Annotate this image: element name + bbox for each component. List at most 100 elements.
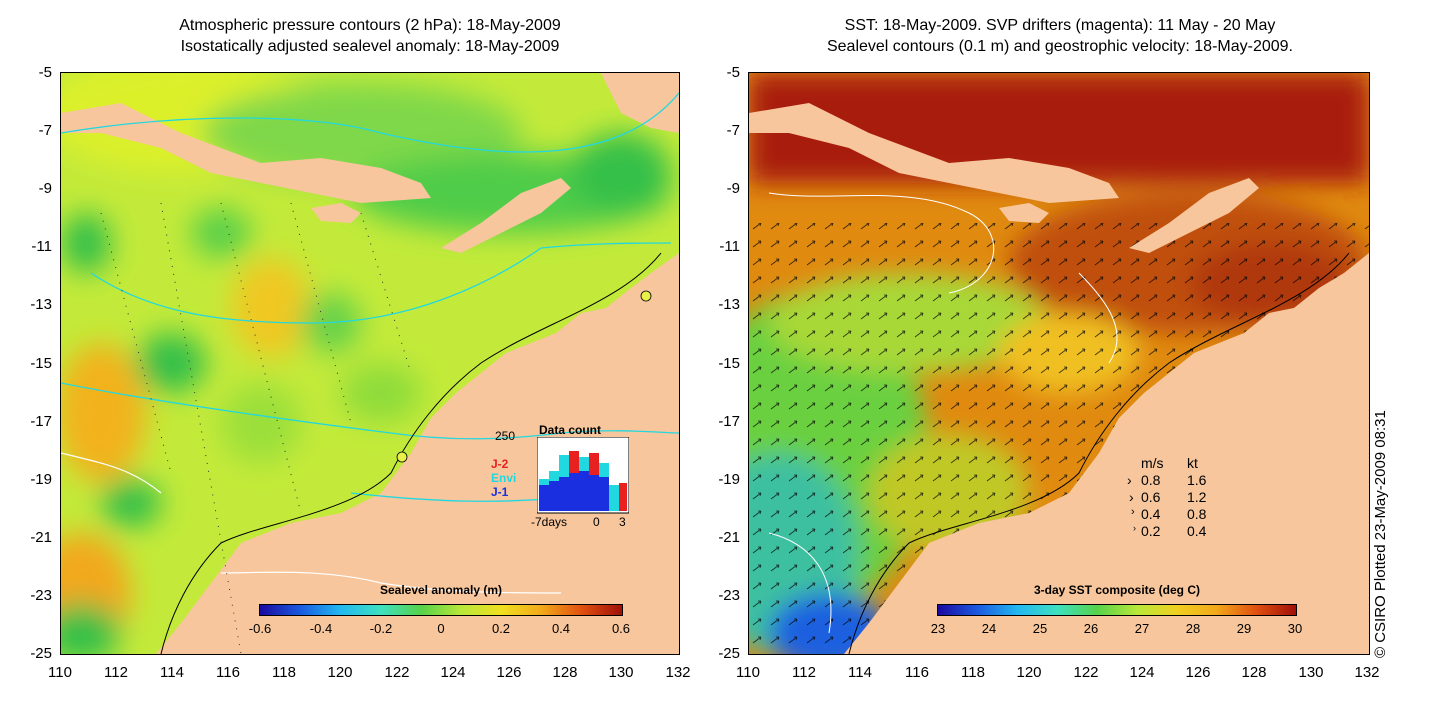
y-tick-label: -21 xyxy=(30,529,52,546)
x-tick-label: 122 xyxy=(384,664,410,681)
left-title-line2: Isostatically adjusted sealevel anomaly:… xyxy=(180,38,560,55)
x-tick-label: 132 xyxy=(1354,664,1380,681)
legend-arrow-icon: › xyxy=(1129,489,1134,505)
x-tick-label: 120 xyxy=(1016,664,1042,681)
tide-gauge-marker xyxy=(396,451,408,463)
y-tick-label: -15 xyxy=(30,355,52,372)
x-tick-label: 130 xyxy=(1298,664,1324,681)
y-tick-label: -13 xyxy=(718,296,740,313)
legend-ms-value: 0.2 xyxy=(1141,523,1161,539)
legend-header-ms: m/s xyxy=(1141,455,1164,471)
sumba-island xyxy=(999,203,1049,223)
x-tick-label: 116 xyxy=(216,664,240,681)
legend-kt-value: 0.4 xyxy=(1187,523,1207,539)
legend-ms-value: 0.4 xyxy=(1141,506,1161,522)
right-cbar-tick: 30 xyxy=(1287,621,1303,636)
y-tick-label: -25 xyxy=(718,645,740,662)
y-tick-label: -11 xyxy=(719,238,740,255)
inset-series-j2: J-2 xyxy=(491,457,509,471)
inset-x-zero: 0 xyxy=(593,515,600,529)
y-tick-label: -17 xyxy=(30,413,52,430)
y-tick-label: -9 xyxy=(38,180,52,197)
right-cbar-tick: 29 xyxy=(1236,621,1252,636)
legend-kt-value: 1.2 xyxy=(1187,489,1207,505)
indonesia-islands xyxy=(61,103,431,203)
legend-arrow-icon: › xyxy=(1127,472,1132,488)
left-cbar-tick: -0.2 xyxy=(369,621,393,636)
y-tick-label: -9 xyxy=(726,180,740,197)
tide-gauge-marker xyxy=(640,290,652,302)
x-tick-label: 118 xyxy=(961,664,985,681)
left-cbar-tick: 0 xyxy=(437,621,445,636)
y-tick-label: -7 xyxy=(726,122,740,139)
left-cbar-tick: -0.6 xyxy=(248,621,272,636)
north-land xyxy=(601,73,679,133)
y-tick-label: -23 xyxy=(718,587,740,604)
y-tick-label: -5 xyxy=(726,64,740,81)
sealevel-anomaly-map[interactable]: Data count 250 J-2 Envi J-1 -7days 0 3 S… xyxy=(60,72,680,655)
y-tick-label: -25 xyxy=(30,645,52,662)
inset-series-envi: Envi xyxy=(491,471,517,485)
plot-credit: © CSIRO Plotted 23-May-2009 08:31 xyxy=(1372,410,1389,658)
x-tick-label: 120 xyxy=(327,664,353,681)
y-tick-label: -17 xyxy=(718,413,740,430)
legend-arrow-icon: › xyxy=(1131,506,1135,518)
left-cbar-tick: 0.6 xyxy=(611,621,631,636)
left-cbar-tick: 0.2 xyxy=(491,621,511,636)
right-cbar-tick: 23 xyxy=(930,621,946,636)
right-cbar-tick: 25 xyxy=(1032,621,1048,636)
australia-land xyxy=(844,253,1369,654)
right-colorbar xyxy=(937,604,1297,616)
x-tick-label: 116 xyxy=(905,664,929,681)
x-tick-label: 132 xyxy=(665,664,691,681)
x-tick-label: 128 xyxy=(552,664,578,681)
y-tick-label: -11 xyxy=(31,238,52,255)
sst-field xyxy=(749,73,1369,654)
x-tick-label: 114 xyxy=(160,664,184,681)
legend-kt-value: 0.8 xyxy=(1187,506,1207,522)
y-tick-label: -19 xyxy=(718,471,740,488)
left-cbar-tick: 0.4 xyxy=(551,621,571,636)
left-colorbar-title: Sealevel anomaly (m) xyxy=(379,583,503,597)
inset-x-end: 3 xyxy=(619,515,626,529)
y-tick-label: -5 xyxy=(38,64,52,81)
x-tick-label: 112 xyxy=(792,664,816,681)
x-tick-label: 126 xyxy=(496,664,522,681)
sealevel-anomaly-field xyxy=(61,73,679,654)
y-tick-label: -21 xyxy=(718,529,740,546)
inset-title: Data count xyxy=(539,423,602,437)
data-count-inset: Data count 250 J-2 Envi J-1 -7days 0 3 xyxy=(491,423,641,529)
timor-island xyxy=(1129,178,1259,253)
velocity-legend: m/s kt › 0.8 1.6 › 0.6 1.2 › 0.4 0.8 › 0… xyxy=(1127,455,1227,545)
x-tick-label: 122 xyxy=(1073,664,1099,681)
x-tick-label: 124 xyxy=(1129,664,1155,681)
sst-map[interactable]: m/s kt › 0.8 1.6 › 0.6 1.2 › 0.4 0.8 › 0… xyxy=(748,72,1370,655)
left-title-line1: Atmospheric pressure contours (2 hPa): 1… xyxy=(179,17,561,34)
right-cbar-tick: 27 xyxy=(1134,621,1150,636)
right-cbar-tick: 28 xyxy=(1185,621,1201,636)
x-tick-label: 112 xyxy=(104,664,128,681)
y-tick-label: -19 xyxy=(30,471,52,488)
right-cbar-tick: 26 xyxy=(1083,621,1099,636)
right-cbar-tick: 24 xyxy=(981,621,997,636)
inset-x-start: -7days xyxy=(531,515,568,529)
legend-arrow-icon: › xyxy=(1133,523,1136,533)
x-tick-label: 126 xyxy=(1185,664,1211,681)
y-tick-label: -13 xyxy=(30,296,52,313)
timor-island xyxy=(441,178,571,253)
inset-series-j1: J-1 xyxy=(491,485,509,499)
x-tick-label: 114 xyxy=(848,664,872,681)
australia-land xyxy=(156,253,679,654)
y-tick-label: -15 xyxy=(718,355,740,372)
legend-kt-value: 1.6 xyxy=(1187,472,1207,488)
x-tick-label: 118 xyxy=(272,664,296,681)
legend-ms-value: 0.6 xyxy=(1141,489,1161,505)
x-tick-label: 124 xyxy=(440,664,466,681)
left-colorbar xyxy=(259,604,623,616)
y-tick-label: -7 xyxy=(38,122,52,139)
legend-header-kt: kt xyxy=(1187,455,1198,471)
x-tick-label: 110 xyxy=(736,664,760,681)
x-tick-label: 110 xyxy=(48,664,72,681)
right-colorbar-title: 3-day SST composite (deg C) xyxy=(1033,583,1201,597)
indonesia-islands xyxy=(749,103,1119,203)
